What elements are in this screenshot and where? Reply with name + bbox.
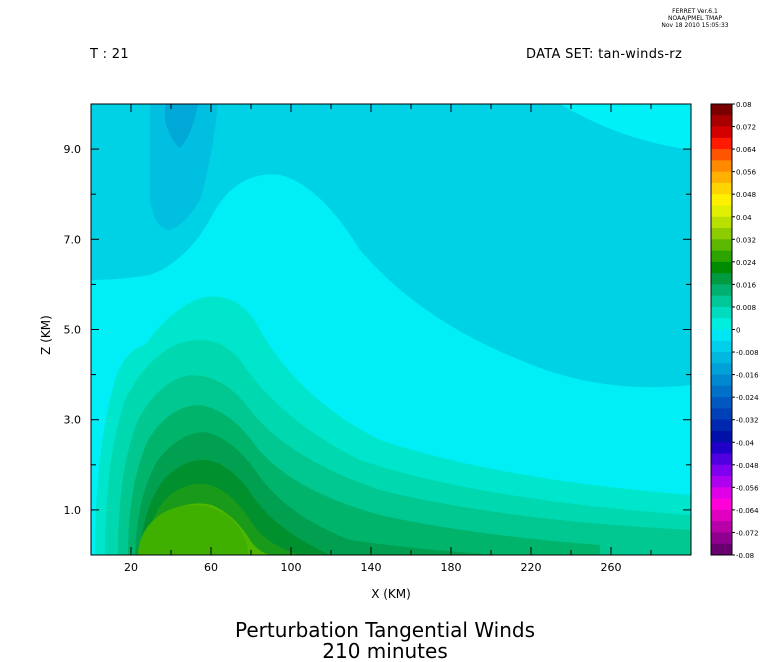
colorbar-segment: [711, 408, 732, 421]
colorbar-segment: [711, 329, 732, 342]
colorbar-labels: 0.08 0.072 0.064 0.056 0.048 0.04 0.032 0.024 0.…: [736, 101, 759, 560]
colorbar-segment: [711, 532, 732, 545]
colorbar-label: 0.056: [736, 169, 757, 177]
colorbar-segment: [711, 295, 732, 308]
colorbar-segment: [711, 374, 732, 387]
colorbar-label: 0.072: [736, 124, 756, 132]
colorbar-segment: [711, 464, 732, 477]
colorbar-segment: [711, 430, 732, 443]
axis-tick-labels: 20 60 100 140 180 220 260 1.0 3.0 5.0 7.0 9.0: [64, 143, 622, 574]
colorbar-label: -0.016: [736, 372, 759, 380]
colorbar: [710, 103, 735, 556]
colorbar-label: -0.024: [736, 394, 759, 402]
colorbar-segment: [711, 250, 732, 263]
colorbar-label: 0.08: [736, 101, 752, 109]
x-tick-label: 20: [124, 561, 138, 574]
chart-title: Perturbation Tangential Winds: [235, 618, 535, 642]
colorbar-segment: [711, 171, 732, 184]
colorbar-label: -0.08: [736, 552, 754, 560]
time-label: T : 21: [90, 47, 129, 62]
colorbar-segment: [711, 205, 732, 218]
x-tick-label: 260: [601, 561, 622, 574]
colorbar-segment: [711, 182, 732, 195]
colorbar-segment: [711, 194, 732, 206]
colorbar-label: 0.032: [736, 236, 756, 244]
colorbar-segment: [711, 487, 732, 500]
colorbar-segment: [711, 318, 732, 330]
colorbar-label: 0.024: [736, 259, 757, 267]
colorbar-segment: [711, 509, 732, 522]
y-axis-label: Z (KM): [39, 315, 53, 355]
colorbar-segment: [711, 385, 732, 398]
colorbar-segment: [711, 228, 732, 240]
x-tick-label: 100: [281, 561, 302, 574]
axis-ticks: [91, 103, 691, 556]
colorbar-label: 0.04: [736, 214, 752, 222]
colorbar-segment: [711, 453, 732, 466]
colorbar-label: 0.064: [736, 146, 757, 154]
colorbar-label: 0.048: [736, 191, 756, 199]
colorbar-segment: [711, 115, 732, 128]
colorbar-segment: [711, 352, 732, 364]
y-tick-label: 3.0: [64, 414, 82, 427]
colorbar-segment: [711, 284, 732, 297]
colorbar-segment: [711, 397, 732, 409]
colorbar-segment: [711, 340, 732, 353]
contour-field: [91, 104, 691, 555]
colorbar-label: -0.008: [736, 349, 759, 357]
ferret-stamp: FERRET Ver.6.1 NOAA/PMEL TMAP Nov 18 201…: [640, 8, 750, 29]
colorbar-segment: [711, 521, 732, 533]
colorbar-segment: [711, 543, 732, 556]
x-tick-label: 60: [204, 561, 218, 574]
colorbar-segment: [711, 442, 732, 455]
colorbar-label: 0.008: [736, 304, 756, 312]
colorbar-segment: [711, 149, 732, 161]
colorbar-segment: [711, 273, 732, 285]
y-tick-label: 7.0: [64, 233, 82, 246]
colorbar-segment: [711, 261, 732, 274]
colorbar-segment: [711, 306, 732, 319]
x-tick-label: 220: [521, 561, 542, 574]
colorbar-segment: [711, 239, 732, 252]
colorbar-segment: [711, 104, 732, 116]
colorbar-label: -0.072: [736, 529, 759, 537]
ferret-line: NOAA/PMEL TMAP: [668, 15, 722, 22]
y-tick-label: 1.0: [64, 504, 82, 517]
colorbar-segment: [711, 160, 732, 173]
colorbar-label: -0.056: [736, 484, 759, 492]
ferret-line: Nov 18 2010 15:05:33: [661, 22, 729, 29]
colorbar-segment: [711, 216, 732, 229]
colorbar-segment: [711, 137, 732, 150]
dataset-label: DATA SET: tan-winds-rz: [526, 47, 683, 62]
ferret-line: FERRET Ver.6.1: [672, 8, 718, 15]
colorbar-label: -0.032: [736, 417, 759, 425]
colorbar-label: -0.048: [736, 462, 759, 470]
y-tick-label: 9.0: [64, 143, 82, 156]
x-axis-label: X (KM): [371, 587, 411, 601]
colorbar-segment: [711, 419, 732, 432]
colorbar-label: 0.016: [736, 281, 757, 289]
colorbar-segment: [711, 476, 732, 488]
x-tick-label: 180: [441, 561, 462, 574]
y-tick-label: 5.0: [64, 324, 82, 337]
colorbar-label: 0: [736, 327, 740, 335]
colorbar-label: -0.04: [736, 439, 755, 447]
colorbar-segment: [711, 363, 732, 376]
colorbar-segment: [711, 498, 732, 511]
colorbar-label: -0.064: [736, 507, 759, 515]
colorbar-segment: [711, 126, 732, 139]
chart-subtitle: 210 minutes: [322, 639, 448, 662]
x-tick-label: 140: [361, 561, 382, 574]
